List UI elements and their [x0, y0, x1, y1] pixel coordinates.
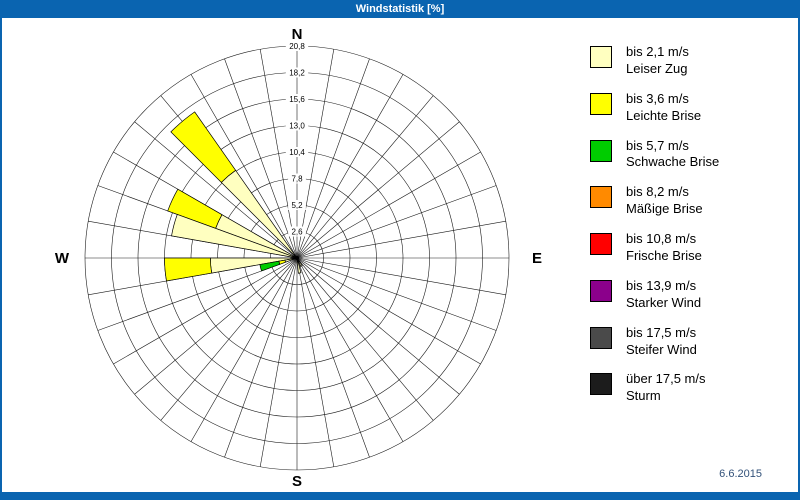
legend-swatch: [590, 233, 612, 256]
legend-speed-label: bis 2,1 m/s: [626, 44, 689, 59]
legend-item: bis 5,7 m/s Schwache Brise: [590, 138, 790, 172]
svg-text:5,2: 5,2: [291, 201, 303, 210]
compass-label-east: E: [531, 250, 542, 267]
legend: bis 2,1 m/s Leiser Zug bis 3,6 m/s Leich…: [590, 44, 790, 418]
svg-text:20,8: 20,8: [289, 42, 305, 51]
legend-item: über 17,5 m/s Sturm: [590, 371, 790, 405]
legend-item: bis 3,6 m/s Leichte Brise: [590, 91, 790, 125]
legend-speed-label: über 17,5 m/s: [626, 371, 706, 387]
legend-class-name: Leiser Zug: [626, 60, 688, 76]
window-title: Windstatistik [%]: [355, 3, 445, 15]
svg-text:2,6: 2,6: [291, 228, 303, 237]
legend-class-name: Mäßige Brise: [626, 201, 703, 217]
legend-item: bis 10,8 m/s Frische Brise: [590, 231, 790, 265]
compass-label-west: W: [54, 250, 70, 267]
legend-speed-label: bis 13,9 m/s: [626, 277, 697, 293]
legend-item: bis 8,2 m/s Mäßige Brise: [590, 184, 790, 218]
svg-text:18,2: 18,2: [289, 69, 305, 78]
legend-swatch: [590, 92, 612, 115]
svg-text:15,6: 15,6: [289, 95, 305, 104]
legend-item: bis 2,1 m/s Leiser Zug: [590, 44, 790, 78]
legend-speed-label: bis 10,8 m/s: [626, 231, 697, 247]
legend-swatch: [590, 326, 612, 349]
legend-class-name: Steifer Wind: [626, 341, 697, 357]
legend-speed-label: bis 3,6 m/s: [626, 90, 689, 106]
legend-class-name: Leichte Brise: [626, 107, 702, 123]
legend-class-name: Sturm: [626, 388, 661, 404]
svg-text:13,0: 13,0: [289, 122, 305, 131]
legend-swatch: [590, 279, 612, 302]
legend-item: bis 17,5 m/s Steifer Wind: [590, 325, 790, 359]
svg-text:7,8: 7,8: [291, 175, 303, 184]
legend-swatch: [590, 186, 612, 209]
svg-text:10,4: 10,4: [289, 148, 305, 157]
legend-swatch: [590, 373, 612, 396]
bottom-bar: [2, 492, 798, 500]
date-label: 6.6.2015: [719, 468, 762, 480]
legend-class-name: Starker Wind: [626, 294, 702, 310]
legend-speed-label: bis 5,7 m/s: [626, 137, 689, 153]
legend-item: bis 13,9 m/s Starker Wind: [590, 278, 790, 312]
legend-speed-label: bis 8,2 m/s: [626, 184, 689, 200]
window-title-bar[interactable]: Windstatistik [%]: [2, 0, 798, 18]
legend-class-name: Schwache Brise: [626, 154, 720, 170]
compass-label-north: N: [291, 26, 303, 43]
legend-swatch: [590, 46, 612, 68]
compass-label-south: S: [291, 473, 302, 490]
legend-speed-label: bis 17,5 m/s: [626, 324, 697, 340]
legend-class-name: Frische Brise: [626, 248, 702, 264]
legend-swatch: [590, 139, 612, 162]
